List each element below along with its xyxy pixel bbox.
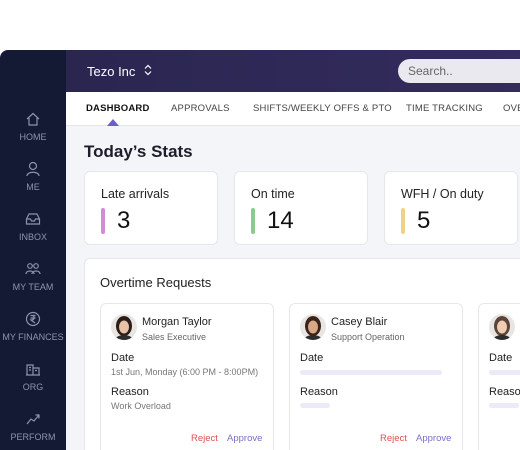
reject-button[interactable]: Reject <box>191 433 218 444</box>
employee-role: Support Operation <box>331 332 405 342</box>
sidebar-item[interactable]: MY FINANCES <box>0 310 66 342</box>
sidebar-label: PERFORM <box>10 432 56 442</box>
overtime-card: Date Reason <box>478 303 520 450</box>
date-value: 1st Jun, Monday (6:00 PM - 8:00PM) <box>111 367 259 377</box>
avatar <box>489 314 515 340</box>
reason-label: Reason <box>300 386 338 398</box>
overtime-title: Overtime Requests <box>100 275 212 290</box>
sidebar-item[interactable]: ME <box>0 160 66 192</box>
date-label: Date <box>300 352 324 364</box>
tab[interactable]: TIME TRACKING <box>406 103 483 114</box>
stat-bar <box>401 208 405 234</box>
reject-button[interactable]: Reject <box>380 433 407 444</box>
tab-bar: DASHBOARD APPROVALS SHIFTS/WEEKLY OFFS & P… <box>66 92 520 126</box>
company-switcher[interactable]: Tezo Inc <box>87 64 153 79</box>
stat-value: 5 <box>417 207 431 234</box>
stat-card: WFH / On duty 5 <box>384 171 518 245</box>
sidebar-icon <box>25 213 41 225</box>
stats-title: Today’s Stats <box>84 142 193 161</box>
sidebar-icon <box>26 112 40 126</box>
sidebar-label: ORG <box>22 382 44 392</box>
employee-name: Casey Blair <box>331 316 388 328</box>
avatar <box>111 314 137 340</box>
switch-icon <box>144 64 152 76</box>
top-bar: Tezo Inc Search.. <box>66 50 520 92</box>
stat-bar <box>251 208 255 234</box>
company-name: Tezo Inc <box>87 64 136 79</box>
sidebar-item[interactable]: ORG <box>0 360 66 392</box>
tab[interactable]: OVE <box>503 103 520 114</box>
sidebar-item[interactable]: INBOX <box>0 210 66 242</box>
stat-card: Late arrivals 3 <box>84 171 218 245</box>
date-label: Date <box>111 352 135 364</box>
sidebar-item[interactable]: PERFORM <box>0 410 66 442</box>
sidebar-label: HOME <box>19 132 47 142</box>
sidebar-icon <box>26 414 40 425</box>
reason-label: Reason <box>489 386 520 398</box>
employee-role: Sales Executive <box>142 332 207 342</box>
stat-label: WFH / On duty <box>401 187 484 201</box>
sidebar-label: MY TEAM <box>12 282 54 292</box>
employee-name: Morgan Taylor <box>142 316 212 328</box>
reason-label: Reason <box>111 386 149 398</box>
overtime-card: Casey Blair Support Operation Date Reason Re… <box>289 303 463 450</box>
tab[interactable]: SHIFTS/WEEKLY OFFS & PTO <box>253 103 392 114</box>
approve-button[interactable]: Approve <box>227 433 263 444</box>
stat-bar <box>101 208 105 234</box>
stat-card: On time 14 <box>234 171 368 245</box>
sidebar-label: ME <box>26 182 40 192</box>
stat-value: 3 <box>117 207 131 234</box>
stat-value: 14 <box>267 207 294 234</box>
date-placeholder <box>300 370 442 375</box>
stat-label: Late arrivals <box>101 187 170 201</box>
stat-label: On time <box>251 187 295 201</box>
sidebar: HOME ME INBOX MY TEAM MY FINANCES ORG PERFORM <box>0 50 66 450</box>
page: HOME ME INBOX MY TEAM MY FINANCES ORG PERFORM … <box>0 50 520 450</box>
reason-placeholder <box>300 403 330 408</box>
overtime-card: Morgan Taylor Sales Executive Date 1st Jun,… <box>100 303 274 450</box>
sidebar-label: MY FINANCES <box>2 332 64 342</box>
reason-value: Work Overload <box>111 401 171 411</box>
sidebar-item[interactable]: HOME <box>0 110 66 142</box>
approve-button[interactable]: Approve <box>416 433 452 444</box>
sidebar-icon <box>26 364 40 376</box>
sidebar-label: INBOX <box>18 232 47 242</box>
date-placeholder <box>489 370 520 375</box>
avatar <box>300 314 326 340</box>
sidebar-icon <box>25 311 41 327</box>
search-box[interactable]: Search.. <box>398 59 520 83</box>
tab[interactable]: DASHBOARD <box>86 103 150 114</box>
app-window: HOME ME INBOX MY TEAM MY FINANCES ORG PERFORM … <box>0 50 520 450</box>
date-label: Date <box>489 352 513 364</box>
sidebar-icon <box>26 161 40 177</box>
sidebar-icon <box>25 263 41 275</box>
reason-placeholder <box>489 403 519 408</box>
sidebar-item[interactable]: MY TEAM <box>0 260 66 292</box>
tab[interactable]: APPROVALS <box>171 103 230 114</box>
overtime-panel: Overtime Requests Morgan Taylor Sales Exe… <box>84 258 520 450</box>
active-tab-indicator <box>107 119 119 126</box>
